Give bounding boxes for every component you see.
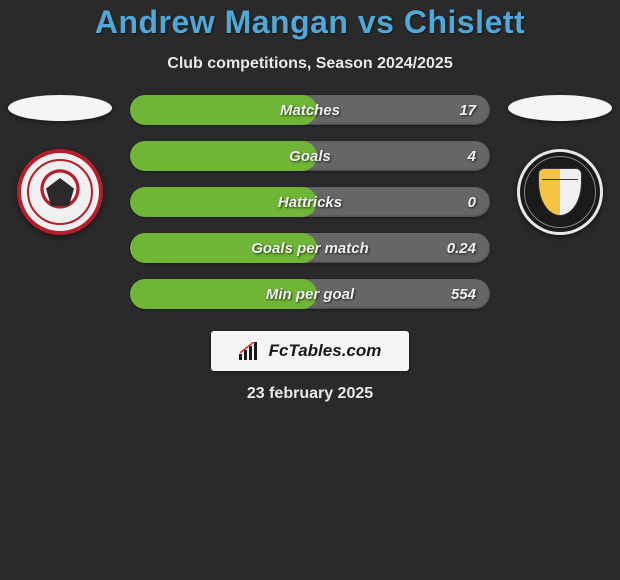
left-team-crest: [17, 149, 103, 235]
footer-date: 23 february 2025: [247, 385, 373, 403]
comparison-card: Andrew Mangan vs Chislett Club competiti…: [0, 0, 620, 403]
footer: FcTables.com 23 february 2025: [0, 331, 620, 403]
stat-row: Hattricks 0: [130, 187, 490, 217]
bar-chart-icon: [239, 342, 261, 360]
stat-label: Hattricks: [278, 194, 342, 211]
stat-row: Goals per match 0.24: [130, 233, 490, 263]
left-team-col: [8, 95, 112, 235]
main-row: Matches 17 Goals 4 Hattricks 0 Goals per match…: [0, 95, 620, 309]
stat-label: Goals: [289, 148, 331, 165]
stat-label: Min per goal: [266, 286, 354, 303]
brand-text: FcTables.com: [269, 341, 382, 361]
stat-value: 0: [468, 194, 476, 211]
stat-value: 0.24: [447, 240, 476, 257]
stat-value: 17: [459, 102, 476, 119]
page-title: Andrew Mangan vs Chislett: [0, 4, 620, 41]
left-flag-oval: [8, 95, 112, 121]
shield-icon: [538, 168, 582, 216]
stat-row: Matches 17: [130, 95, 490, 125]
stat-row: Min per goal 554: [130, 279, 490, 309]
right-flag-oval: [508, 95, 612, 121]
stat-label: Matches: [280, 102, 340, 119]
right-team-crest: [517, 149, 603, 235]
stat-value: 554: [451, 286, 476, 303]
stats-column: Matches 17 Goals 4 Hattricks 0 Goals per match…: [130, 95, 490, 309]
brand-badge[interactable]: FcTables.com: [211, 331, 410, 371]
stat-value: 4: [468, 148, 476, 165]
crest-inner-icon: [524, 156, 596, 228]
crest-inner-icon: [27, 159, 93, 225]
stat-label: Goals per match: [251, 240, 369, 257]
page-subtitle: Club competitions, Season 2024/2025: [0, 55, 620, 73]
stat-row: Goals 4: [130, 141, 490, 171]
right-team-col: [508, 95, 612, 235]
